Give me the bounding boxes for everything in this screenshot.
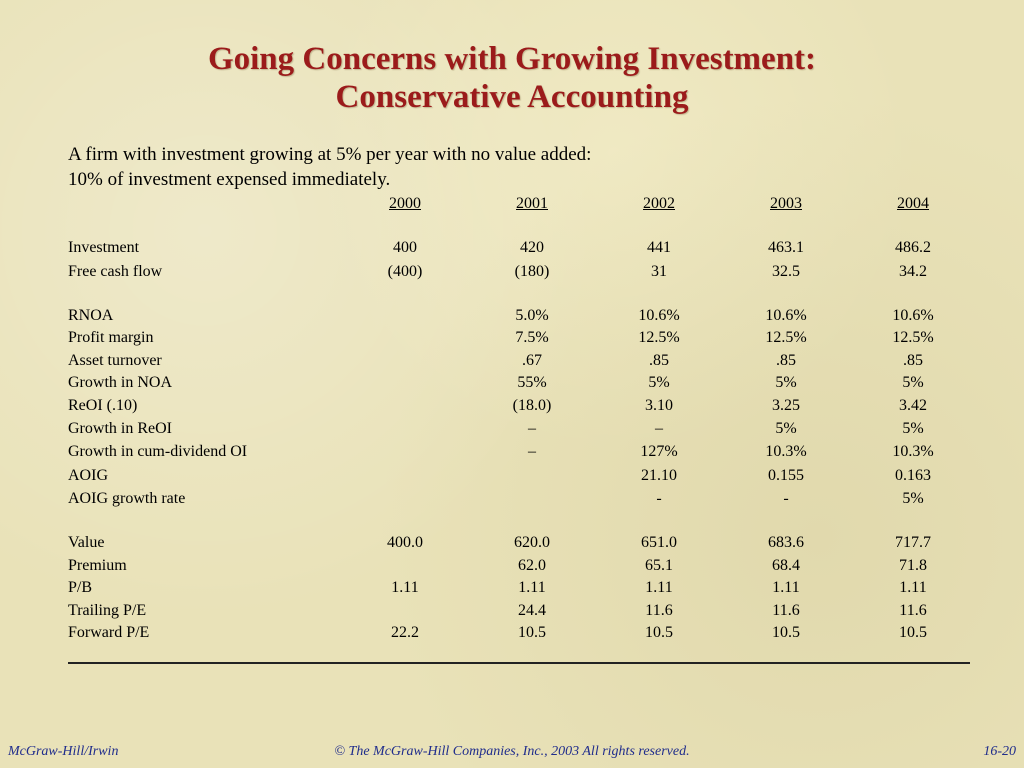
year-header-2000: 2000 [389, 195, 421, 212]
table-cell: 463.1 [768, 239, 804, 256]
intro-line-1: A firm with investment growing at 5% per… [68, 144, 592, 165]
table-cell: 127% [640, 443, 678, 460]
table-cell: 21.10 [641, 467, 677, 484]
table-cell: 1.11 [899, 579, 927, 596]
table-cell: 1.11 [645, 579, 673, 596]
table-cell: 7.5% [515, 329, 549, 346]
row-label: ReOI (.10) [68, 397, 138, 414]
year-header-2001: 2001 [516, 195, 548, 212]
row-label: Forward P/E [68, 624, 150, 641]
table-cell: 31 [651, 263, 667, 280]
table-cell: 441 [647, 239, 671, 256]
table-cell: 5% [775, 420, 797, 437]
table-cell: 10.6% [765, 307, 807, 324]
table-cell: 400 [393, 239, 417, 256]
table-cell: 717.7 [895, 534, 931, 551]
row-label: Value [68, 534, 105, 551]
table-cell: 1.11 [518, 579, 546, 596]
table-cell: .85 [649, 352, 669, 369]
table-cell: 12.5% [765, 329, 807, 346]
table-cell: 10.5 [518, 624, 546, 641]
row-label: Growth in ReOI [68, 420, 172, 437]
table-cell: 10.5 [645, 624, 673, 641]
row-label: Profit margin [68, 329, 154, 346]
row-label: Growth in NOA [68, 374, 172, 391]
table-cell: – [655, 420, 663, 437]
row-label: Free cash flow [68, 263, 163, 280]
table-cell: 5% [902, 490, 924, 507]
table-cell: 1.11 [772, 579, 800, 596]
table-cell: 12.5% [638, 329, 680, 346]
table-cell: (18.0) [512, 397, 552, 414]
table-bottom-rule [68, 662, 970, 664]
table-cell: - [656, 490, 662, 507]
table-cell: – [528, 420, 536, 437]
table-cell: 65.1 [645, 557, 673, 574]
table-cell: 68.4 [772, 557, 800, 574]
year-header-2002: 2002 [643, 195, 675, 212]
row-label: AOIG [68, 467, 108, 484]
slide-title-line-1: Going Concerns with Growing Investment: [207, 41, 817, 77]
row-label: RNOA [68, 307, 114, 324]
row-label: Trailing P/E [68, 602, 147, 619]
table-cell: 55% [517, 374, 547, 391]
table-cell: 5% [902, 420, 924, 437]
row-label: Asset turnover [68, 352, 162, 369]
table-cell: .85 [776, 352, 796, 369]
table-cell: 34.2 [899, 263, 927, 280]
table-cell: 420 [520, 239, 544, 256]
footer-copyright: © The McGraw-Hill Companies, Inc., 2003 … [334, 744, 690, 759]
table-cell: 10.5 [772, 624, 800, 641]
row-label: AOIG growth rate [68, 490, 186, 507]
table-cell: (400) [387, 263, 423, 280]
table-cell: 10.6% [892, 307, 934, 324]
table-cell: 11.6 [772, 602, 800, 619]
table-cell: 12.5% [892, 329, 934, 346]
table-cell: 1.11 [391, 579, 419, 596]
table-cell: 5.0% [515, 307, 549, 324]
table-cell: 24.4 [518, 602, 546, 619]
table-cell: .85 [903, 352, 923, 369]
footer-page-number: 16-20 [983, 744, 1016, 759]
table-cell: (180) [514, 263, 550, 280]
table-cell: 22.2 [391, 624, 419, 641]
table-cell: 0.155 [768, 467, 804, 484]
table-cell: 10.6% [638, 307, 680, 324]
table-cell: 5% [775, 374, 797, 391]
table-cell: 10.3% [892, 443, 934, 460]
table-cell: 400.0 [387, 534, 423, 551]
year-header-2004: 2004 [897, 195, 929, 212]
footer-publisher: McGraw-Hill/Irwin [8, 744, 119, 759]
row-label: Premium [68, 557, 127, 574]
table-cell: 11.6 [899, 602, 927, 619]
slide-title: Going Concerns with Growing Investment: … [0, 40, 1024, 116]
year-header-2003: 2003 [770, 195, 802, 212]
table-cell: 486.2 [895, 239, 931, 256]
table-cell: 620.0 [514, 534, 550, 551]
table-cell: 11.6 [645, 602, 673, 619]
table-cell: 5% [648, 374, 670, 391]
table-cell: 5% [902, 374, 924, 391]
intro-line-2: 10% of investment expensed immediately. [68, 169, 391, 190]
row-label: Growth in cum-dividend OI [68, 443, 248, 460]
row-label: Investment [68, 239, 140, 256]
table-cell: 62.0 [518, 557, 546, 574]
table-cell: 3.25 [772, 397, 800, 414]
table-cell: 3.10 [645, 397, 673, 414]
row-label: P/B [68, 579, 93, 596]
table-cell: 71.8 [899, 557, 927, 574]
table-cell: 10.3% [765, 443, 807, 460]
table-cell: - [783, 490, 789, 507]
table-cell: 0.163 [895, 467, 931, 484]
table-cell: 10.5 [899, 624, 927, 641]
table-cell: 3.42 [899, 397, 927, 414]
table-cell: .67 [522, 352, 542, 369]
table-cell: 32.5 [772, 263, 800, 280]
table-cell: 651.0 [641, 534, 677, 551]
table-cell: – [528, 443, 536, 460]
intro-text: A firm with investment growing at 5% per… [68, 142, 591, 192]
slide-title-line-2: Conservative Accounting [335, 79, 689, 115]
table-cell: 683.6 [768, 534, 804, 551]
